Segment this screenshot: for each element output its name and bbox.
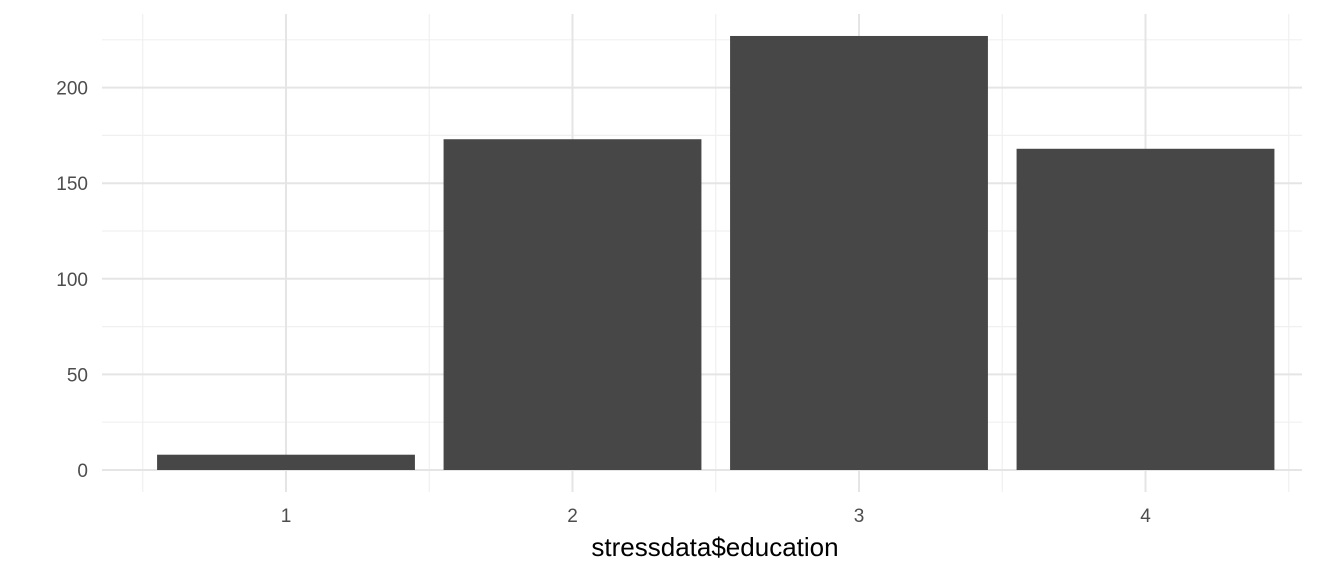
y-tick-label: 150 [56,174,88,195]
y-tick-label: 0 [77,461,88,482]
x-tick-label: 3 [854,506,865,527]
bars [157,35,1275,470]
x-tick-label: 1 [281,506,292,527]
x-tick-label: 4 [1140,506,1151,527]
bar-4 [1016,148,1275,470]
y-tick-label: 50 [67,365,88,386]
y-axis-tick-labels: 0 50 100 150 200 [56,79,88,482]
x-tick-label: 2 [567,506,578,527]
bar-2 [443,139,702,470]
y-tick-label: 100 [56,270,88,291]
bar-1 [157,454,415,470]
bar-3 [730,35,988,470]
x-axis-title: stressdata$education [591,532,838,562]
x-axis-tick-labels: 1 2 3 4 [281,506,1152,527]
y-tick-label: 200 [56,79,88,100]
